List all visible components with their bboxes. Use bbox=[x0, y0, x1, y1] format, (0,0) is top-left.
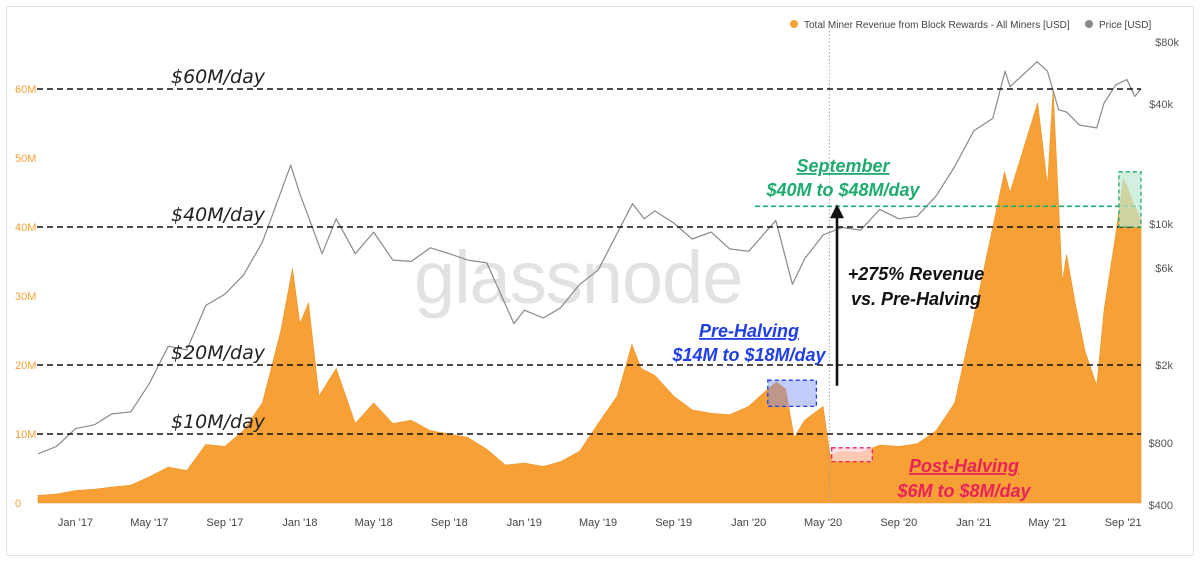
right-tick: $6k bbox=[1155, 263, 1173, 275]
right-tick: $40k bbox=[1149, 99, 1173, 111]
legend-price-marker bbox=[1085, 20, 1093, 28]
x-tick: Sep '19 bbox=[655, 517, 692, 529]
left-tick: 0 bbox=[15, 498, 21, 510]
x-tick: May '21 bbox=[1028, 517, 1066, 529]
pre-halving-detail: $14M to $18M/day bbox=[671, 345, 826, 365]
x-tick: May '18 bbox=[355, 517, 393, 529]
reference-line-label: $60M/day bbox=[171, 66, 266, 88]
post-halving-box bbox=[831, 447, 873, 463]
x-tick: Jan '18 bbox=[282, 517, 317, 529]
left-tick: 40M bbox=[15, 222, 36, 234]
watermark: glassnode bbox=[414, 236, 742, 319]
left-tick: 20M bbox=[15, 360, 36, 372]
annotations-layer: Pre-Halving $14M to $18M/day Post-Halving $… bbox=[671, 156, 1142, 501]
left-tick: 10M bbox=[15, 429, 36, 441]
pre-halving-title: Pre-Halving bbox=[699, 321, 799, 341]
right-tick: $10k bbox=[1149, 219, 1173, 231]
right-tick: $80k bbox=[1155, 37, 1179, 49]
pre-halving-box bbox=[767, 379, 818, 408]
right-tick: $400 bbox=[1149, 500, 1173, 512]
increase-label-line2: vs. Pre-Halving bbox=[851, 289, 981, 309]
x-axis: Jan '17 May '17 Sep '17 Jan '18 May '18 Sep '… bbox=[58, 517, 1142, 529]
x-tick: May '19 bbox=[579, 517, 617, 529]
reference-line-label: $20M/day bbox=[171, 342, 266, 364]
left-tick: 30M bbox=[15, 291, 36, 303]
x-tick: May '17 bbox=[130, 517, 168, 529]
revenue-area-layer bbox=[37, 88, 1142, 504]
september-box bbox=[1118, 171, 1142, 228]
x-tick: Sep '20 bbox=[880, 517, 917, 529]
post-halving-title: Post-Halving bbox=[909, 456, 1019, 476]
x-tick: Jan '19 bbox=[507, 517, 542, 529]
chart-svg: glassnode Total Miner Revenue from Block… bbox=[15, 20, 1180, 529]
x-tick: Jan '20 bbox=[731, 517, 766, 529]
left-axis: 0 10M 20M 30M 40M 50M 60M bbox=[15, 84, 36, 510]
right-axis: $80k $40k $10k $6k $2k $800 $400 bbox=[1149, 37, 1180, 512]
legend-revenue-marker bbox=[790, 20, 798, 28]
x-tick: May '20 bbox=[804, 517, 842, 529]
legend: Total Miner Revenue from Block Rewards -… bbox=[790, 20, 1151, 31]
legend-revenue-label: Total Miner Revenue from Block Rewards -… bbox=[804, 20, 1070, 31]
september-detail: $40M to $48M/day bbox=[765, 180, 920, 200]
x-tick: Jan '21 bbox=[956, 517, 991, 529]
x-tick: Sep '18 bbox=[431, 517, 468, 529]
x-tick: Jan '17 bbox=[58, 517, 93, 529]
left-tick: 50M bbox=[15, 153, 36, 165]
increase-label-line1: +275% Revenue bbox=[848, 264, 985, 284]
left-tick: 60M bbox=[15, 84, 36, 96]
chart-frame: glassnode Total Miner Revenue from Block… bbox=[6, 6, 1194, 556]
x-tick: Sep '21 bbox=[1105, 517, 1142, 529]
reference-line-label: $40M/day bbox=[171, 204, 266, 226]
increase-arrow-head bbox=[830, 204, 844, 219]
price-line-layer bbox=[37, 61, 1142, 455]
reference-lines-layer: $60M/day $40M/day $20M/day $10M/day bbox=[37, 66, 1141, 435]
price-line bbox=[37, 61, 1142, 455]
legend-price-label: Price [USD] bbox=[1099, 20, 1151, 31]
revenue-area bbox=[37, 88, 1142, 504]
right-tick: $800 bbox=[1149, 438, 1173, 450]
reference-line-label: $10M/day bbox=[171, 411, 266, 433]
september-title: September bbox=[796, 156, 890, 176]
x-tick: Sep '17 bbox=[206, 517, 243, 529]
post-halving-detail: $6M to $8M/day bbox=[896, 481, 1031, 501]
right-tick: $2k bbox=[1155, 360, 1173, 372]
